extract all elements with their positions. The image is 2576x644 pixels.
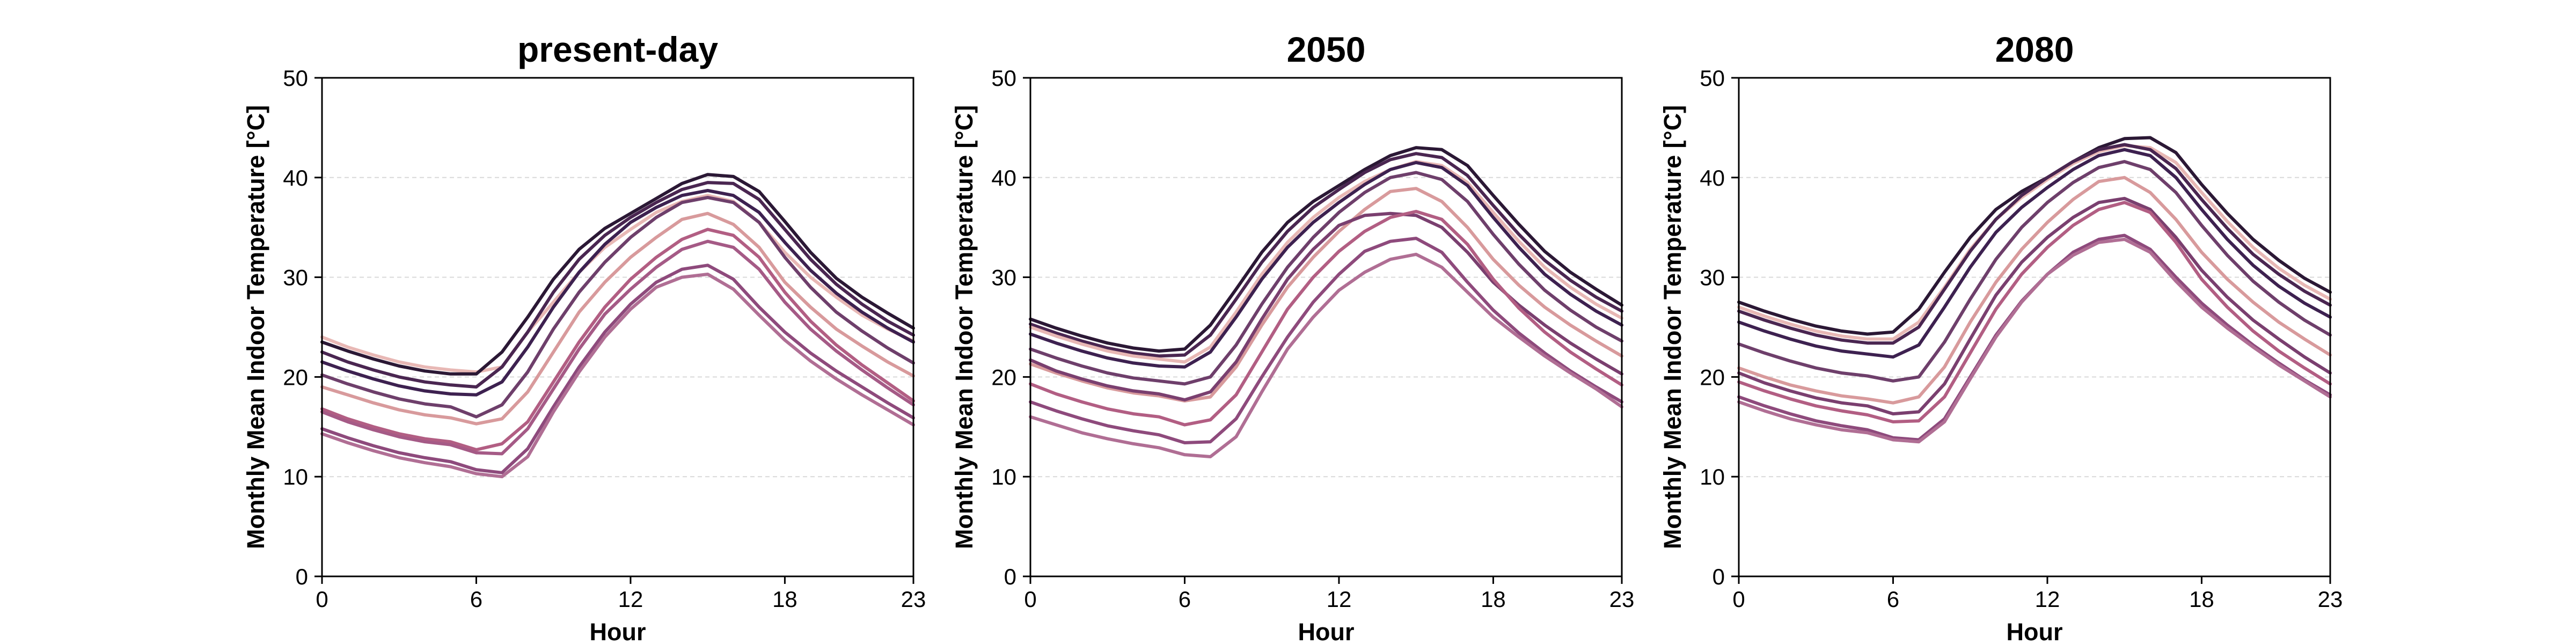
x-tick-label-12: 12	[618, 587, 643, 612]
x-axis-label: Hour	[590, 618, 646, 644]
y-tick-label-10: 10	[1700, 464, 1725, 489]
y-tick-label-20: 20	[1700, 364, 1725, 390]
x-tick-label-12: 12	[1327, 587, 1352, 612]
line-series-3	[1737, 143, 2332, 345]
line-series-2	[1029, 152, 1623, 358]
chart-title: present-day	[517, 30, 718, 69]
x-tick-label-6: 6	[470, 587, 482, 612]
y-tick-label-40: 40	[991, 165, 1016, 191]
x-tick-label-18: 18	[2189, 587, 2214, 612]
line-series-6	[1029, 187, 1623, 402]
line-series-4	[1029, 160, 1623, 369]
line-series-10	[1029, 252, 1623, 458]
y-tick-label-50: 50	[283, 65, 308, 91]
line-series-3	[1029, 160, 1623, 364]
line-series-3	[320, 181, 915, 389]
line-series-8	[1737, 201, 2332, 423]
x-tick-label-6: 6	[1887, 587, 1899, 612]
line-series-7	[1737, 196, 2332, 416]
x-tick-label-6: 6	[1179, 587, 1191, 612]
x-tick-label-18: 18	[1481, 587, 1506, 612]
line-series-1	[320, 194, 915, 374]
y-tick-label-0: 0	[1713, 564, 1725, 589]
axes-frame	[321, 77, 914, 577]
line-series-10	[1737, 238, 2332, 444]
y-tick-label-40: 40	[1700, 165, 1725, 191]
chart-panel-3: 0 6 12 18 23 0 10 20 30 40 50 2080 Hour Monthly Mean …	[1659, 30, 2343, 644]
line-series-2	[320, 173, 915, 376]
x-axis-label: Hour	[1298, 618, 1355, 644]
y-tick-label-50: 50	[991, 65, 1016, 91]
y-tick-label-0: 0	[296, 564, 308, 589]
x-tick-label-18: 18	[772, 587, 797, 612]
axes-frame	[1029, 77, 1623, 577]
x-tick-label-23: 23	[901, 587, 926, 612]
y-tick-label-40: 40	[283, 165, 308, 191]
axes-frame	[1738, 77, 2331, 577]
y-axis-label: Monthly Mean Indoor Temperature [°C]	[242, 105, 269, 549]
y-axis-label: Monthly Mean Indoor Temperature [°C]	[950, 105, 978, 549]
line-series-5	[1737, 160, 2332, 383]
line-series-4	[320, 189, 915, 397]
chart-panel-1: 0 6 12 18 23 0 10 20 30 40 50 present-day Hour Monthl…	[242, 30, 926, 644]
y-tick-label-20: 20	[283, 364, 308, 390]
x-tick-label-0: 0	[1732, 587, 1745, 612]
x-tick-label-0: 0	[316, 587, 328, 612]
line-series-8	[320, 239, 915, 456]
line-series-2	[1737, 144, 2332, 341]
y-tick-label-30: 30	[991, 265, 1016, 290]
y-tick-label-10: 10	[283, 464, 308, 489]
line-series-1	[1737, 136, 2332, 336]
line-series-8	[1029, 210, 1623, 427]
x-tick-label-23: 23	[1609, 587, 1635, 612]
line-series-6	[320, 211, 915, 426]
y-tick-label-30: 30	[283, 265, 308, 290]
y-tick-label-0: 0	[1004, 564, 1016, 589]
line-series-7	[1029, 211, 1623, 402]
y-tick-label-30: 30	[1700, 265, 1725, 290]
line-series-5	[1029, 171, 1623, 386]
line-series-6	[1737, 175, 2332, 405]
line-series-7	[320, 228, 915, 451]
x-axis-label: Hour	[2007, 618, 2063, 644]
line-series-1	[1029, 146, 1623, 353]
y-axis-label: Monthly Mean Indoor Temperature [°C]	[1659, 105, 1686, 549]
x-tick-label-23: 23	[2318, 587, 2343, 612]
chart-title: 2080	[1995, 30, 2074, 69]
x-tick-label-0: 0	[1024, 587, 1036, 612]
chart-panel-2: 0 6 12 18 23 0 10 20 30 40 50 2050 Hour Monthly Mean …	[950, 30, 1634, 644]
line-series-4	[1737, 148, 2332, 359]
chart-title: 2050	[1287, 30, 1366, 69]
line-series-9	[320, 264, 915, 474]
y-tick-label-10: 10	[991, 464, 1016, 489]
line-series-5	[320, 196, 915, 419]
line-series-9	[1029, 237, 1623, 444]
y-tick-label-20: 20	[991, 364, 1016, 390]
line-series-10	[320, 273, 915, 479]
x-tick-label-12: 12	[2035, 587, 2060, 612]
y-tick-label-50: 50	[1700, 65, 1725, 91]
